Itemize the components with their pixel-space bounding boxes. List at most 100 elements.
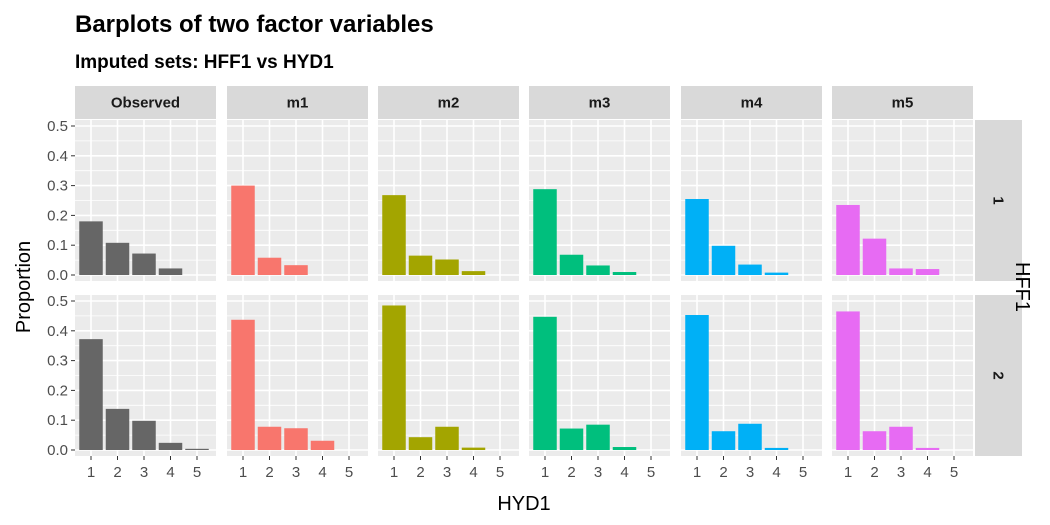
x-tick-label: 5 [647, 464, 655, 481]
x-tick-label: 2 [719, 464, 727, 481]
y-tick-label: 0.1 [47, 237, 68, 254]
bar [435, 259, 459, 275]
x-tick-label: 5 [193, 464, 201, 481]
bar [862, 238, 887, 275]
facet-strip [681, 86, 822, 119]
bar [915, 447, 940, 450]
x-tick-label: 1 [693, 464, 701, 481]
facet-strip-label: m3 [589, 95, 611, 112]
bar [105, 242, 130, 275]
facet-strip-label: m5 [892, 95, 914, 112]
x-tick-label: 3 [746, 464, 754, 481]
x-tick-label: 4 [923, 464, 931, 481]
bar [461, 447, 486, 450]
x-tick-label: 4 [166, 464, 174, 481]
bar [105, 408, 130, 450]
bar [889, 426, 913, 450]
facet-strip-label: m2 [438, 95, 460, 112]
y-tick-label: 0.4 [47, 323, 68, 340]
row-strip [975, 295, 1022, 456]
x-tick-label: 2 [265, 464, 273, 481]
bar [685, 199, 709, 275]
bar [764, 447, 789, 450]
facet-strip [529, 86, 670, 119]
y-tick-label: 0.3 [47, 178, 68, 195]
x-axis-title: HYD1 [497, 493, 550, 515]
facet-strip [832, 86, 973, 119]
x-tick-label: 2 [870, 464, 878, 481]
y-tick-label: 0.3 [47, 353, 68, 370]
x-tick-label: 4 [469, 464, 477, 481]
x-tick-label: 3 [140, 464, 148, 481]
bar [382, 305, 406, 450]
x-tick-label: 1 [844, 464, 852, 481]
x-tick-label: 2 [113, 464, 121, 481]
bar [738, 264, 762, 275]
chart-subtitle: Imputed sets: HFF1 vs HYD1 [75, 52, 334, 73]
bar [862, 431, 887, 450]
bar [711, 245, 736, 275]
row-strip-label: 1 [990, 196, 1007, 204]
y-tick-label: 0.4 [47, 148, 68, 165]
x-tick-label: 1 [390, 464, 398, 481]
bar [158, 442, 183, 450]
bar [132, 253, 156, 275]
bar [711, 431, 736, 450]
facet-strip [227, 86, 368, 119]
x-tick-label: 2 [416, 464, 424, 481]
bar [461, 271, 486, 275]
bar [158, 268, 183, 275]
bar [382, 195, 406, 275]
chart-title: Barplots of two factor variables [75, 11, 434, 38]
row-strip-label: 2 [990, 371, 1007, 379]
facet-strip-label: m1 [287, 95, 309, 112]
bar [533, 316, 557, 450]
bar [257, 426, 282, 450]
y-tick-label: 0.2 [47, 382, 68, 399]
row-facet-title: HFF1 [1011, 262, 1033, 312]
y-tick-label: 0.1 [47, 412, 68, 429]
bar [559, 428, 584, 450]
x-tick-label: 4 [318, 464, 326, 481]
bar [586, 265, 610, 275]
bar [586, 424, 610, 450]
bar [310, 440, 335, 450]
y-tick-label: 0.0 [47, 442, 68, 459]
bar [79, 221, 103, 275]
panels-layer: Observed m1 m2 m3 m4 m5 1 2 0.0 0.1 0.2 0.3 0.4 0.5 0.… [47, 86, 1022, 481]
x-tick-label: 2 [567, 464, 575, 481]
bar [612, 447, 637, 450]
x-tick-label: 5 [345, 464, 353, 481]
bar [836, 204, 860, 275]
x-tick-label: 5 [950, 464, 958, 481]
y-tick-label: 0.0 [47, 267, 68, 284]
bar [685, 315, 709, 450]
x-tick-label: 3 [594, 464, 602, 481]
row-strip [975, 120, 1022, 281]
bar [231, 319, 255, 450]
x-tick-label: 1 [541, 464, 549, 481]
bar [738, 423, 762, 450]
x-tick-label: 3 [292, 464, 300, 481]
bar [889, 268, 913, 275]
bar [257, 257, 282, 275]
y-tick-label: 0.5 [47, 118, 68, 135]
facet-strip [378, 86, 519, 119]
bar [435, 426, 459, 450]
x-tick-label: 1 [239, 464, 247, 481]
bar [185, 448, 209, 450]
bar [408, 437, 433, 450]
x-tick-label: 1 [87, 464, 95, 481]
bar [915, 269, 940, 275]
bar [612, 272, 637, 275]
bar [836, 311, 860, 450]
bar [764, 272, 789, 275]
bar [533, 189, 557, 275]
bar [284, 428, 308, 450]
x-tick-label: 3 [897, 464, 905, 481]
x-tick-label: 3 [443, 464, 451, 481]
bar [79, 339, 103, 450]
x-tick-label: 5 [799, 464, 807, 481]
bar [408, 255, 433, 275]
